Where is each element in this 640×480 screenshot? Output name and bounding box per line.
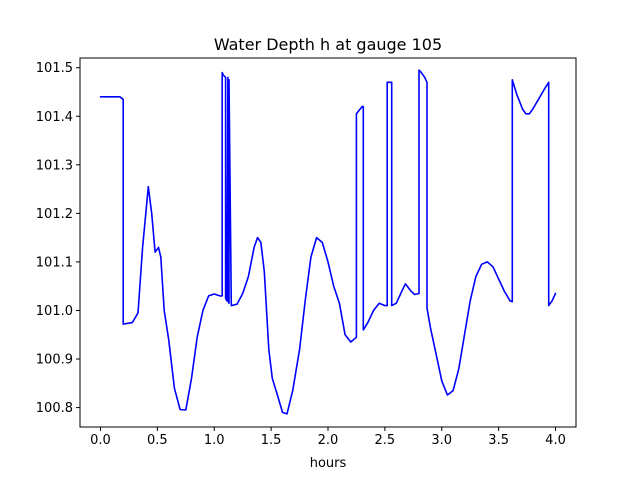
- x-tick-label: 1.5: [261, 433, 282, 448]
- y-tick-label: 101.3: [36, 158, 73, 173]
- y-tick-label: 101.0: [36, 304, 73, 319]
- x-tick-label: 0.5: [147, 433, 168, 448]
- x-axis-label: hours: [310, 456, 347, 471]
- series-line: [99, 69, 557, 415]
- x-tick-label: 1.0: [204, 433, 225, 448]
- x-tick-label: 2.0: [318, 433, 339, 448]
- x-tick-label: 0.0: [90, 433, 111, 448]
- y-axis: 100.8 100.9 101.0 101.1 101.2 101.3 101.4 101.5: [36, 61, 80, 416]
- plot-area: [79, 57, 577, 428]
- y-tick-label: 101.2: [36, 207, 73, 222]
- x-tick-label: 2.5: [375, 433, 396, 448]
- y-tick-label: 100.8: [36, 401, 73, 416]
- x-axis: 0.0 0.5 1.0 1.5 2.0 2.5 3.0 3.5 4.0: [90, 427, 566, 448]
- series-layer: [99, 69, 557, 415]
- y-tick-label: 100.9: [36, 353, 73, 368]
- y-tick-label: 101.1: [36, 255, 73, 270]
- x-tick-label: 3.0: [431, 433, 452, 448]
- chart-title: Water Depth h at gauge 105: [214, 35, 442, 54]
- y-tick-label: 101.5: [36, 61, 73, 76]
- y-tick-label: 101.4: [36, 110, 73, 125]
- x-tick-label: 3.5: [488, 433, 509, 448]
- x-tick-label: 4.0: [545, 433, 566, 448]
